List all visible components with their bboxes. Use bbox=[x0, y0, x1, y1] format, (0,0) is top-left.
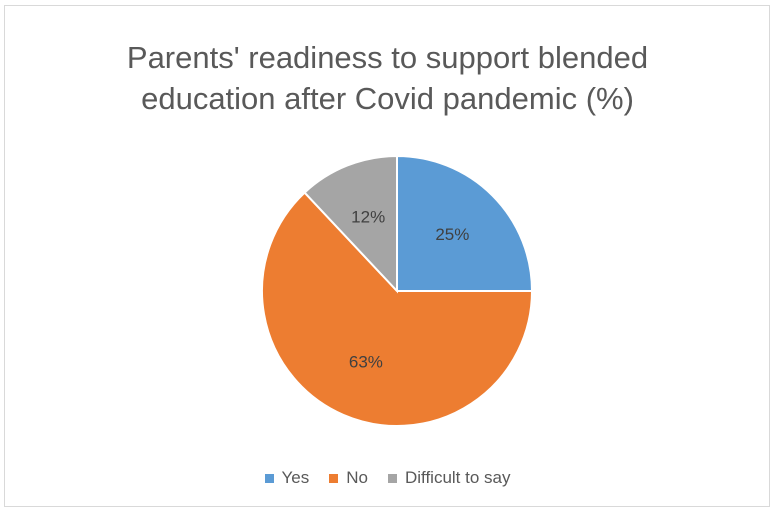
legend-item-difficult-to-say: Difficult to say bbox=[387, 468, 511, 488]
legend-swatch-yes bbox=[264, 473, 274, 483]
pie-slice-yes bbox=[396, 154, 534, 292]
legend-swatch-difficult-to-say bbox=[387, 473, 397, 483]
pie-slice-no bbox=[261, 191, 534, 427]
pie-labels: 25% 63% 12% bbox=[349, 208, 470, 372]
legend-item-no: No bbox=[329, 468, 368, 488]
legend-swatch-no bbox=[329, 473, 339, 483]
chart-legend: Yes No Difficult to say bbox=[0, 468, 775, 488]
legend-label-difficult-to-say: Difficult to say bbox=[404, 468, 511, 487]
data-label-difficult-to-say: 12% bbox=[351, 208, 385, 227]
pie-slices bbox=[261, 154, 534, 427]
legend-item-yes: Yes bbox=[264, 468, 310, 488]
data-label-no: 63% bbox=[349, 352, 383, 371]
chart-title: Parents' readiness to support blended ed… bbox=[0, 38, 775, 120]
chart-title-line-1: Parents' readiness to support blended bbox=[126, 40, 649, 75]
data-label-yes: 25% bbox=[435, 225, 469, 244]
legend-label-no: No bbox=[346, 468, 368, 487]
legend-label-yes: Yes bbox=[281, 468, 310, 487]
pie-slice-difficult-to-say bbox=[303, 154, 398, 294]
chart-title-line-2: education after Covid pandemic (%) bbox=[141, 80, 634, 116]
